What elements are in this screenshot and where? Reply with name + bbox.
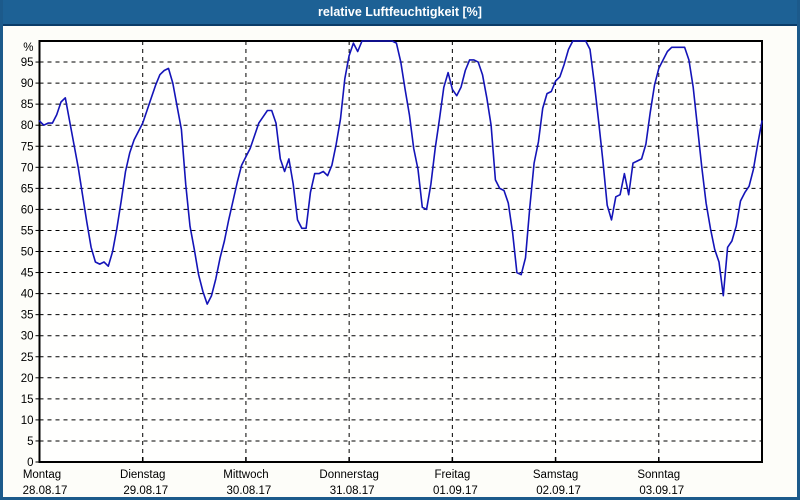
y-axis-tick-label: 35 [21, 310, 34, 322]
day-name-label: Donnerstag [319, 469, 378, 481]
y-axis-tick-label: 75 [21, 141, 34, 153]
y-axis-tick-label: 90 [21, 78, 34, 90]
y-axis-tick-label: 25 [21, 352, 34, 364]
day-date-label: 30.08.17 [227, 485, 272, 497]
day-date-label: 03.09.17 [639, 485, 684, 497]
y-axis-tick-label: 55 [21, 225, 34, 237]
y-axis-tick-label: 10 [21, 415, 34, 427]
humidity-chart: 0 5 10 15 20 25 30 35 40 45 50 55 60 65 70 75 80 85 90 95% M… [21, 40, 763, 497]
y-axis-tick-label: 50 [21, 247, 34, 259]
y-axis-unit-label: % [23, 42, 33, 54]
y-axis-tick-label: 40 [21, 289, 34, 301]
plot-frame [38, 40, 763, 463]
day-name-label: Montag [23, 469, 61, 481]
humidity-line [38, 40, 763, 305]
y-axis-tick-label: 45 [21, 268, 34, 280]
y-axis-tick-label: 85 [21, 99, 34, 111]
title-bar: relative Luftfeuchtigkeit [%] [3, 0, 797, 26]
day-name-label: Mittwoch [223, 469, 268, 481]
day-date-label: 01.09.17 [433, 485, 478, 497]
chart-area: 0 5 10 15 20 25 30 35 40 45 50 55 60 65 70 75 80 85 90 95% M… [3, 26, 797, 497]
y-axis-tick-label: 30 [21, 331, 34, 343]
y-axis-tick-label: 65 [21, 183, 34, 195]
day-date-label: 31.08.17 [330, 485, 375, 497]
y-axis-tick-label: 60 [21, 204, 34, 216]
y-axis-tick-label: 0 [27, 457, 33, 469]
y-axis-tick-label: 95 [21, 57, 34, 69]
y-axis-tick-label: 15 [21, 394, 34, 406]
y-axis-tick-label: 20 [21, 373, 34, 385]
day-date-label: 29.08.17 [123, 485, 168, 497]
y-axis-tick-label: 70 [21, 162, 34, 174]
day-name-label: Dienstag [120, 469, 165, 481]
day-name-label: Sonntag [637, 469, 680, 481]
y-axis-tick-label: 5 [27, 436, 33, 448]
day-name-label: Samstag [533, 469, 578, 481]
day-name-label: Freitag [434, 469, 470, 481]
day-date-label: 28.08.17 [23, 485, 68, 497]
window-title: relative Luftfeuchtigkeit [%] [318, 5, 482, 19]
y-axis-tick-label: 80 [21, 120, 34, 132]
day-date-label: 02.09.17 [536, 485, 581, 497]
